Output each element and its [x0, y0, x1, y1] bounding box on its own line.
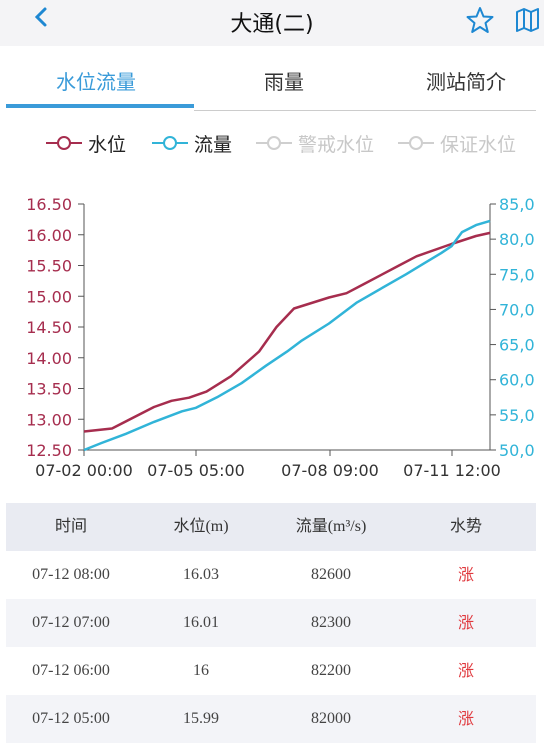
header-trend: 水势	[449, 518, 482, 535]
x-tick-label: 07-02 00:00	[35, 461, 133, 480]
legend-label: 警戒水位	[298, 133, 375, 156]
right-tick-label: 65,0	[499, 336, 535, 355]
header-water-level: 水位(m)	[173, 518, 229, 535]
map-icon[interactable]	[514, 6, 544, 34]
right-tick-label: 50,0	[499, 441, 535, 460]
right-tick-label: 80,0	[499, 230, 535, 249]
legend-label: 流量	[194, 133, 233, 156]
cell-water-level: 16.03	[183, 566, 219, 583]
right-tick-label: 75,0	[499, 265, 535, 284]
cell-trend: 涨	[457, 565, 474, 584]
tab-station-info[interactable]: 测站简介	[426, 70, 506, 94]
water-level-flow-chart: 12.50 13.00 13.50 14.00 14.50 15.00 15.50 16.00…	[0, 180, 544, 490]
left-tick-label: 14.00	[26, 349, 72, 368]
active-tab-indicator	[6, 104, 194, 108]
cell-time: 07-12 05:00	[32, 710, 110, 727]
flow-line	[83, 219, 491, 452]
legend-marker-icon	[256, 136, 292, 150]
cell-flow: 82200	[311, 662, 351, 679]
cell-water-level: 15.99	[183, 710, 219, 727]
chart-legend: 水位 流量 警戒水位 保证水位	[0, 128, 544, 158]
table-row[interactable]: 07-12 07:00 16.01 82300 涨	[6, 599, 536, 647]
header-flow: 流量(m³/s)	[295, 518, 367, 535]
x-tick-label: 07-11 12:00	[403, 461, 501, 480]
cell-water-level: 16.01	[183, 614, 219, 631]
page-title: 大通(二)	[230, 12, 314, 37]
left-tick-label: 15.50	[26, 257, 72, 276]
cell-flow: 82300	[311, 614, 351, 631]
back-chevron-icon[interactable]	[30, 2, 54, 32]
left-tick-label: 13.50	[26, 380, 72, 399]
cell-flow: 82000	[311, 710, 351, 727]
tab-water-level-flow[interactable]: 水位流量	[56, 70, 136, 94]
top-bar: 大通(二)	[0, 0, 544, 46]
table-row[interactable]: 07-12 05:00 15.99 82000 涨	[6, 695, 536, 743]
cell-water-level: 16	[193, 662, 209, 679]
water-level-line	[83, 231, 491, 433]
cell-trend: 涨	[457, 613, 474, 632]
legend-label: 保证水位	[440, 133, 517, 156]
legend-marker-icon	[152, 136, 188, 150]
tab-divider	[194, 110, 536, 111]
left-tick-label: 13.00	[26, 410, 72, 429]
header-time: 时间	[54, 518, 87, 535]
left-tick-label: 14.50	[26, 318, 72, 337]
legend-marker-icon	[46, 136, 82, 150]
left-tick-label: 12.50	[26, 441, 72, 460]
cell-time: 07-12 08:00	[32, 566, 110, 583]
x-tick-label: 07-05 05:00	[147, 461, 245, 480]
legend-marker-icon	[398, 136, 434, 150]
chart-svg: 12.50 13.00 13.50 14.00 14.50 15.00 15.50 16.00…	[26, 195, 535, 480]
table-row[interactable]: 07-12 08:00 16.03 82600 涨	[6, 551, 536, 599]
tab-bar: 水位流量 雨量 测站简介	[0, 46, 544, 112]
legend-water-level[interactable]: 水位	[46, 128, 126, 158]
right-tick-label: 85,0	[499, 195, 535, 214]
cell-trend: 涨	[457, 709, 474, 728]
table-header: 时间 水位(m) 流量(m³/s) 水势	[6, 503, 536, 551]
x-tick-label: 07-08 09:00	[281, 461, 379, 480]
legend-warning-level[interactable]: 警戒水位	[256, 128, 374, 158]
left-tick-label: 16.50	[26, 195, 72, 214]
cell-time: 07-12 06:00	[32, 662, 110, 679]
right-tick-label: 55,0	[499, 406, 535, 425]
cell-trend: 涨	[457, 661, 474, 680]
legend-guarantee-level[interactable]: 保证水位	[398, 128, 516, 158]
cell-flow: 82600	[311, 566, 351, 583]
right-tick-label: 70,0	[499, 300, 535, 319]
left-tick-label: 15.00	[26, 287, 72, 306]
tab-rainfall[interactable]: 雨量	[264, 70, 304, 94]
legend-label: 水位	[88, 133, 127, 156]
table-row[interactable]: 07-12 06:00 16 82200 涨	[6, 647, 536, 695]
left-tick-label: 16.00	[26, 226, 72, 245]
legend-flow[interactable]: 流量	[152, 128, 232, 158]
right-tick-label: 60,0	[499, 371, 535, 390]
star-icon[interactable]	[466, 6, 494, 34]
cell-time: 07-12 07:00	[32, 614, 110, 631]
